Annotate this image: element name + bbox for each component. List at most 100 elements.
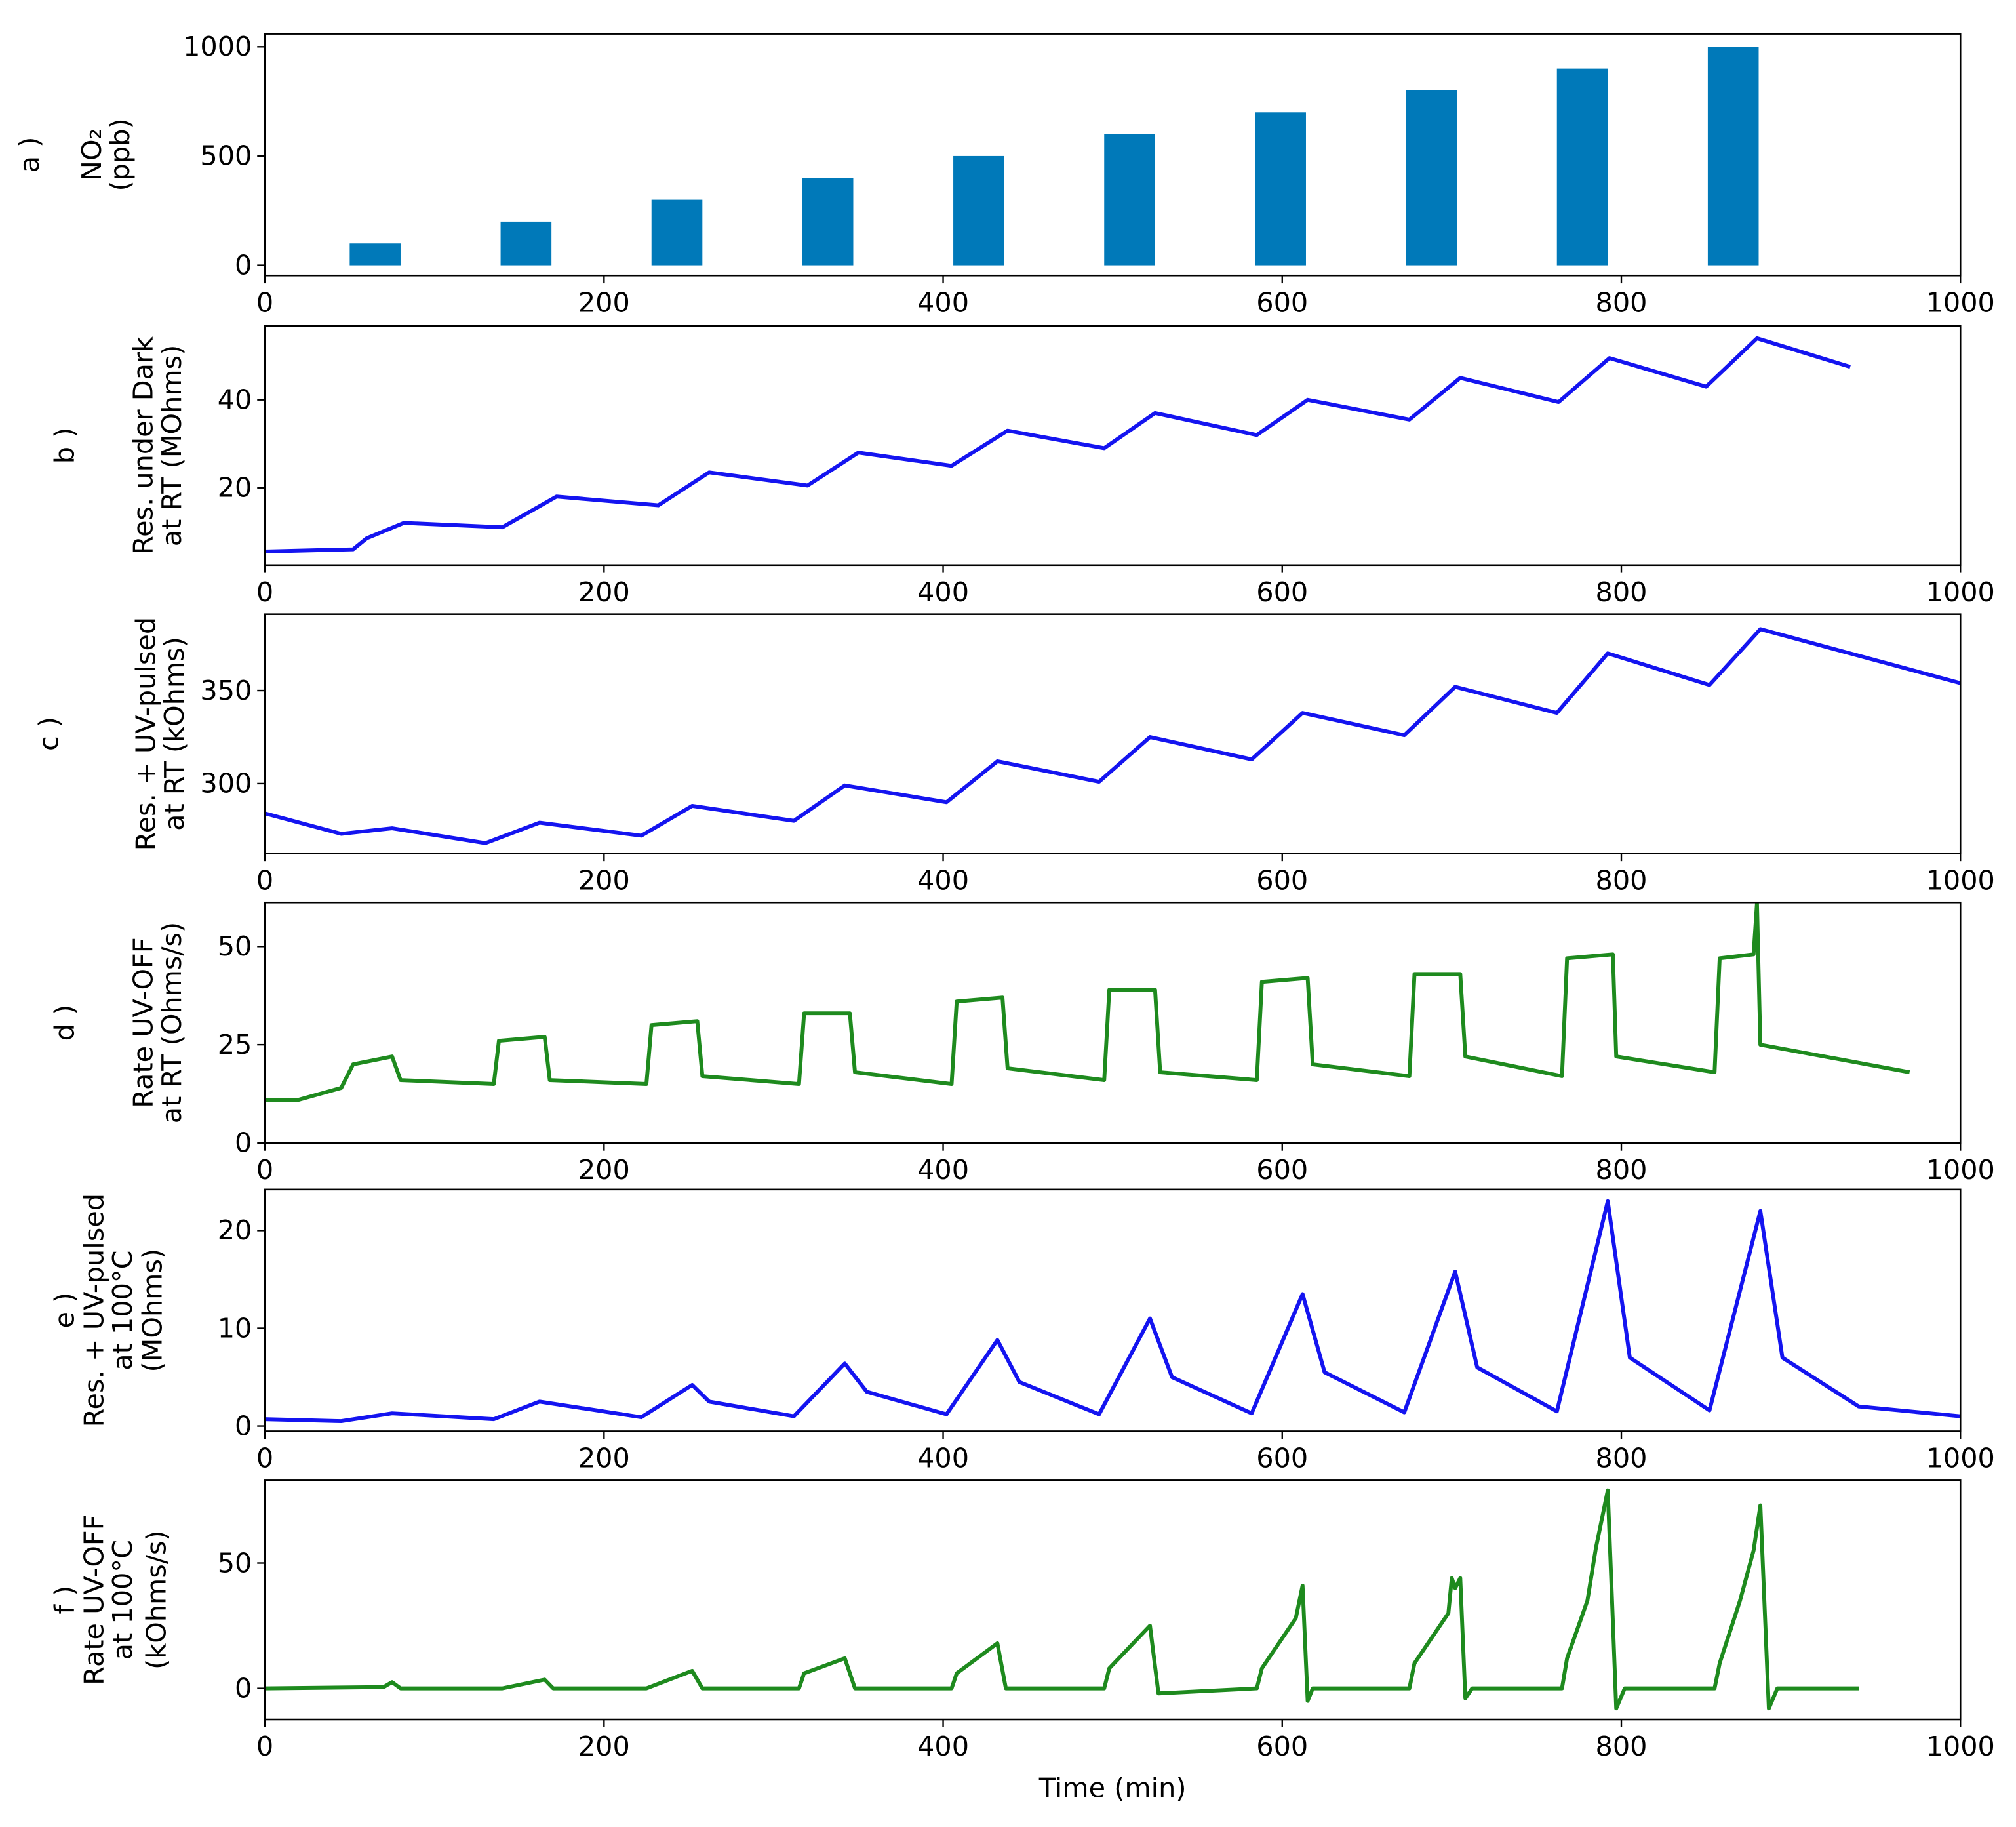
plot-area	[265, 336, 1851, 553]
panel-label: a )	[14, 137, 45, 173]
plot-area	[265, 1199, 1961, 1424]
x-tick-label: 1000	[1926, 576, 1995, 608]
x-tick-label: 400	[917, 576, 969, 608]
plot-area	[349, 47, 1759, 266]
axes-frame	[264, 325, 1962, 567]
panel-label: b )	[49, 428, 80, 464]
bar	[1104, 134, 1155, 266]
bar	[651, 199, 703, 266]
bar	[1556, 68, 1608, 266]
y-tick-label: 0	[235, 1410, 252, 1441]
x-tick-label: 200	[578, 1443, 630, 1474]
x-tick-label: 200	[578, 287, 630, 318]
plot-area	[265, 1488, 1859, 1711]
x-tick-label: 0	[256, 576, 273, 608]
bar	[349, 243, 401, 266]
y-axis-label: Res. + UV-pulsed	[79, 1194, 110, 1427]
x-tick-label: 800	[1596, 865, 1648, 896]
x-tick-label: 1000	[1926, 287, 1995, 318]
x-tick-label: 1000	[1926, 1154, 1995, 1186]
x-tick-label: 400	[917, 865, 969, 896]
x-tick-label: 0	[256, 1154, 273, 1186]
y-axis-label: (ppb)	[104, 118, 136, 191]
y-tick-label: 40	[218, 384, 252, 416]
y-tick-label: 50	[218, 931, 252, 962]
plot-area	[265, 627, 1961, 845]
axes-frame	[264, 613, 1962, 854]
y-axis-label: Rate UV-OFF	[79, 1514, 110, 1685]
y-tick-label: 350	[200, 675, 252, 706]
y-tick-label: 20	[218, 472, 252, 504]
x-tick-label: 800	[1596, 1443, 1648, 1474]
y-axis-label: at 100°C	[107, 1251, 138, 1371]
x-tick-label: 400	[917, 1154, 969, 1186]
y-tick-label: 50	[218, 1547, 252, 1578]
x-axis-label: Time (min)	[1038, 1772, 1187, 1803]
x-tick-label: 200	[578, 576, 630, 608]
y-tick-label: 1000	[183, 31, 252, 62]
y-tick-label: 0	[235, 1127, 252, 1159]
y-axis-label: at RT (kOhms)	[159, 637, 190, 831]
y-axis-label: Res. + UV-pulsed	[130, 617, 162, 851]
x-tick-label: 0	[256, 1731, 273, 1762]
x-tick-label: 200	[578, 865, 630, 896]
x-tick-label: 400	[917, 1731, 969, 1762]
y-axis-label: at 100°C	[107, 1540, 138, 1660]
panel-label: e )	[49, 1293, 80, 1329]
y-tick-label: 10	[218, 1312, 252, 1344]
x-tick-label: 1000	[1926, 1731, 1995, 1762]
y-axis-label: Res. under Dark	[128, 336, 159, 555]
x-tick-label: 1000	[1926, 865, 1995, 896]
y-axis-label: NO₂	[76, 129, 108, 181]
bar	[953, 155, 1004, 266]
x-tick-label: 600	[1256, 1443, 1308, 1474]
x-tick-label: 800	[1596, 287, 1648, 318]
data-line	[265, 336, 1851, 553]
plot-area	[265, 902, 1910, 1102]
x-tick-label: 400	[917, 287, 969, 318]
y-axis-label: (MOhms)	[136, 1249, 168, 1373]
y-tick-label: 300	[200, 768, 252, 799]
panel-label: d )	[49, 1005, 80, 1041]
y-tick-label: 20	[218, 1215, 252, 1246]
y-axis-label: (kOhms/s)	[140, 1530, 172, 1669]
axes-frame	[264, 901, 1962, 1144]
x-tick-label: 0	[256, 1443, 273, 1474]
panel-label: f )	[49, 1586, 80, 1615]
y-tick-label: 500	[200, 140, 252, 172]
y-tick-label: 0	[235, 249, 252, 281]
data-line	[265, 1488, 1859, 1711]
x-tick-label: 600	[1256, 576, 1308, 608]
axes-frame	[264, 1188, 1962, 1432]
y-axis-label: at RT (Ohms/s)	[156, 922, 188, 1123]
x-tick-label: 800	[1596, 1154, 1648, 1186]
x-tick-label: 600	[1256, 287, 1308, 318]
x-tick-label: 600	[1256, 1154, 1308, 1186]
x-tick-label: 1000	[1926, 1443, 1995, 1474]
x-tick-label: 600	[1256, 865, 1308, 896]
bar	[1707, 47, 1759, 266]
x-tick-label: 0	[256, 287, 273, 318]
x-tick-label: 600	[1256, 1731, 1308, 1762]
bar	[500, 221, 552, 266]
x-tick-label: 0	[256, 865, 273, 896]
x-tick-label: 200	[578, 1154, 630, 1186]
axes-frame	[264, 33, 1962, 277]
data-line	[265, 1199, 1961, 1424]
axes-frame	[264, 1479, 1962, 1721]
y-tick-label: 0	[235, 1672, 252, 1704]
y-axis-label: Rate UV-OFF	[128, 937, 159, 1108]
data-line	[265, 627, 1961, 845]
x-tick-label: 800	[1596, 576, 1648, 608]
x-tick-label: 400	[917, 1443, 969, 1474]
bar	[1255, 112, 1306, 266]
x-tick-label: 800	[1596, 1731, 1648, 1762]
data-line	[265, 902, 1910, 1102]
panel-label: c )	[33, 717, 65, 751]
bar	[802, 178, 854, 266]
bar	[1406, 90, 1457, 266]
x-tick-label: 200	[578, 1731, 630, 1762]
y-tick-label: 25	[218, 1029, 252, 1060]
y-axis-label: at RT (MOhms)	[156, 345, 188, 547]
